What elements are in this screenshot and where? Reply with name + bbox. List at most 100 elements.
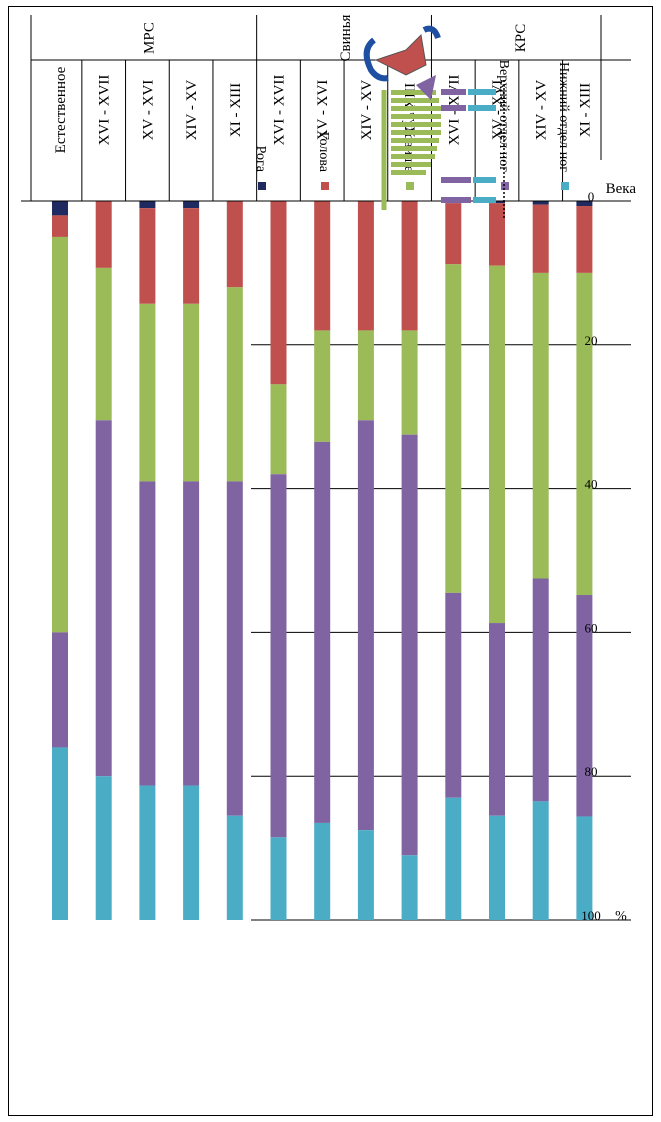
bar-segment-0-2	[52, 236, 68, 633]
bar-segment-5-1	[270, 201, 287, 385]
skeleton-horn-right	[422, 25, 441, 40]
bar-segment-9-4	[445, 797, 462, 921]
group-label-1: Свинья	[338, 14, 354, 61]
x-tick-label-0: 0	[588, 189, 595, 204]
bar-segment-8-1	[401, 201, 418, 331]
legend-label-0: Рога	[253, 146, 268, 173]
bar-segment-0-1	[52, 215, 68, 237]
bar-segment-1-1	[95, 201, 112, 268]
category-label-1: XVI - XVII	[97, 75, 113, 146]
chart-rotated-group: 0 20 40 60 80 100 % Века Естественное XVI - XVII…	[21, 14, 636, 924]
bar-segment-0-0	[52, 201, 68, 216]
bar-segment-6-2	[314, 330, 331, 442]
legend-marker-0	[258, 182, 266, 190]
bar-segment-9-2	[445, 264, 462, 593]
skeleton-illustration	[363, 25, 505, 220]
bar-segment-9-1	[445, 203, 462, 265]
bar-segment-2-1	[139, 208, 156, 304]
bar-segment-4-3	[226, 481, 243, 816]
category-label-12: XI - XIII	[577, 83, 593, 137]
x-axis-label: %	[615, 909, 627, 924]
bar-segment-3-2	[183, 303, 200, 482]
bar-segment-2-0	[139, 201, 156, 209]
bar-segment-10-4	[489, 815, 505, 920]
bar-segment-2-3	[139, 481, 156, 786]
bar-segment-5-2	[270, 384, 287, 475]
bar-segment-11-2	[532, 272, 549, 579]
category-label-6: XV - XVI	[315, 80, 331, 141]
category-label-7: XIV - XV	[359, 80, 375, 141]
labels-layer: Естественное XVI - XVII XV - XVI XIV - XV XI…	[30, 14, 631, 201]
bar-segment-6-3	[314, 441, 331, 823]
bar-segment-2-2	[139, 303, 156, 482]
skeleton-head	[374, 33, 427, 76]
category-label-2: XV - XVI	[140, 80, 156, 141]
bar-segment-1-2	[95, 267, 112, 421]
bar-segment-10-2	[489, 265, 505, 624]
y-axis-label: Века	[606, 181, 637, 197]
bar-segment-7-1	[357, 201, 374, 331]
bar-segment-0-3	[52, 632, 68, 748]
legend-label-3: Верхний отдел ног	[496, 60, 511, 173]
bar-segment-11-4	[532, 801, 549, 920]
legend-label-4: Нижний отдел ног	[556, 62, 571, 172]
skeleton-horn-left	[363, 37, 389, 82]
group-label-0: МРС	[141, 22, 157, 54]
bar-segment-3-4	[183, 785, 200, 920]
legend-marker-3	[501, 182, 509, 190]
bar-segment-7-2	[357, 330, 374, 421]
bar-segment-1-3	[95, 420, 112, 777]
bar-segment-4-2	[226, 287, 243, 482]
bar-segment-7-3	[357, 420, 374, 831]
bar-segment-6-4	[314, 822, 331, 920]
x-tick-label-100: 100	[581, 908, 601, 923]
bar-segment-11-3	[532, 578, 549, 802]
category-label-0: Естественное	[53, 66, 69, 153]
bar-segment-2-4	[139, 785, 156, 920]
bar-segment-7-4	[357, 830, 374, 920]
bar-segment-11-1	[532, 204, 549, 273]
bar-segment-12-1	[576, 206, 593, 273]
legend-marker-2	[406, 182, 414, 190]
bar-segment-3-3	[183, 481, 200, 786]
skeleton-lower-legs	[468, 89, 496, 203]
bar-segment-10-3	[489, 623, 505, 816]
group-label-2: КРС	[513, 24, 529, 53]
x-tick-label-20: 20	[585, 333, 598, 348]
bar-segment-12-4	[576, 816, 593, 920]
bar-segment-9-3	[445, 592, 462, 798]
bar-segment-3-0	[183, 201, 200, 209]
bar-segment-6-1	[314, 201, 331, 331]
category-label-11: XIV - XV	[534, 80, 550, 141]
bars-layer	[52, 201, 593, 921]
axis-layer: 0 20 40 60 80 100 % Века	[21, 181, 636, 924]
legend-marker-1	[321, 182, 329, 190]
grid-layer	[251, 200, 631, 921]
bar-segment-12-0	[576, 201, 593, 207]
category-label-4: XI - XIII	[228, 83, 244, 137]
category-label-3: XIV - XV	[184, 80, 200, 141]
bar-segment-5-3	[270, 474, 287, 838]
bar-segment-3-1	[183, 208, 200, 304]
skeleton-upper-legs	[416, 75, 471, 203]
bar-segment-1-4	[95, 776, 112, 921]
figure-frame	[8, 6, 653, 1116]
bar-segment-12-3	[576, 595, 593, 817]
legend-label-1: Голова	[316, 132, 331, 173]
bar-segment-10-1	[489, 203, 505, 266]
bar-segment-8-4	[401, 855, 418, 920]
skeleton-ribs	[381, 90, 441, 210]
x-tick-label-60: 60	[585, 620, 598, 635]
bar-segment-11-0	[532, 201, 549, 205]
bar-segment-4-1	[226, 201, 243, 288]
bar-segment-8-3	[401, 434, 418, 856]
bar-segment-12-2	[576, 272, 593, 596]
x-tick-label-80: 80	[585, 764, 598, 779]
bar-segment-8-2	[401, 330, 418, 435]
bar-segment-4-4	[226, 815, 243, 920]
bar-segment-5-4	[270, 837, 287, 920]
legend-marker-4	[561, 182, 569, 190]
bar-segment-0-4	[52, 747, 68, 920]
x-tick-label-40: 40	[585, 477, 598, 492]
